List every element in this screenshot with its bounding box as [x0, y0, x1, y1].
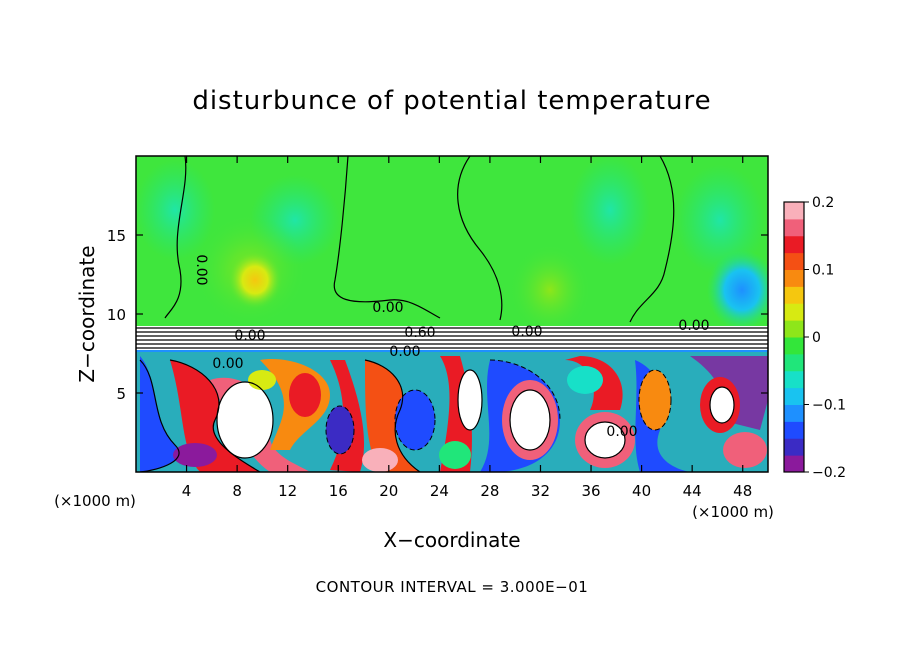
colorbar-swatch [784, 353, 804, 372]
contour-label: 0.00 [511, 324, 542, 340]
chart-title: disturbunce of potential temperature [192, 86, 712, 116]
plot-field [136, 156, 768, 472]
colorbar-swatch [784, 404, 804, 422]
colorbar: 0.2 0.1 0 −0.1 −0.2 [784, 195, 846, 481]
x-axis-label: X−coordinate [383, 528, 520, 552]
colorbar-swatch [784, 320, 804, 338]
x-unit-label-right: (×1000 m) [692, 503, 774, 521]
x-tick-label: 4 [182, 482, 192, 500]
x-tick-label: 44 [683, 482, 702, 500]
colorbar-tick-label: 0 [812, 330, 821, 346]
x-tick-label: 20 [379, 482, 398, 500]
colorbar-tick-label: −0.1 [812, 398, 846, 414]
colorbar-tick-label: 0.1 [812, 263, 834, 279]
y-axis-ticks: 5 10 15 [107, 227, 768, 403]
contour-label: 0.00 [372, 300, 403, 316]
colorbar-swatch [784, 370, 804, 389]
colorbar-swatch [784, 337, 804, 355]
contour-lines-negative [325, 359, 672, 455]
x-tick-label: 48 [733, 482, 752, 500]
x-tick-label: 12 [278, 482, 297, 500]
x-tick-label: 28 [480, 482, 499, 500]
contour-interval-note: CONTOUR INTERVAL = 3.000E−01 [315, 578, 589, 596]
x-tick-label: 24 [430, 482, 449, 500]
contour-label: 0.00 [678, 318, 709, 334]
colorbar-frame [783, 201, 805, 473]
colorbar-swatch [784, 235, 804, 254]
contour-lines [136, 156, 768, 472]
contour-label: 0.00 [212, 356, 243, 372]
colorbar-swatch [784, 455, 804, 473]
x-axis-ticks: 4 8 12 16 20 24 28 32 36 40 44 48 [182, 156, 752, 500]
contour-label: 0.60 [404, 325, 435, 341]
contour-labels: 0.000.000.60 0.00 0.000.000.000.000.00 [193, 254, 710, 440]
contour-label: 0.00 [234, 328, 265, 344]
y-tick-label: 5 [116, 385, 126, 403]
y-tick-label: 10 [107, 306, 126, 324]
colorbar-swatch [784, 252, 804, 270]
colorbar-tick-label: −0.2 [812, 465, 846, 481]
y-axis-label: Z−coordinate [75, 245, 99, 382]
x-unit-label-left: (×1000 m) [54, 492, 136, 510]
contour-label: 0.00 [193, 254, 209, 285]
colorbar-swatch [784, 387, 804, 405]
contour-label: 0.00 [606, 424, 637, 440]
x-tick-label: 8 [232, 482, 242, 500]
colorbar-swatch [784, 269, 804, 287]
colorbar-swatch [784, 286, 804, 304]
x-tick-label: 16 [329, 482, 348, 500]
colorbar-swatch [784, 218, 804, 237]
colorbar-swatch [784, 438, 804, 456]
colorbar-swatch [784, 202, 804, 220]
x-tick-label: 40 [632, 482, 651, 500]
y-tick-label: 15 [107, 227, 126, 245]
contour-label: 0.00 [389, 344, 420, 360]
x-tick-label: 32 [531, 482, 550, 500]
colorbar-swatch [784, 303, 804, 321]
x-tick-label: 36 [581, 482, 600, 500]
colorbar-tick-label: 0.2 [812, 195, 834, 211]
colorbar-swatch [784, 421, 804, 439]
